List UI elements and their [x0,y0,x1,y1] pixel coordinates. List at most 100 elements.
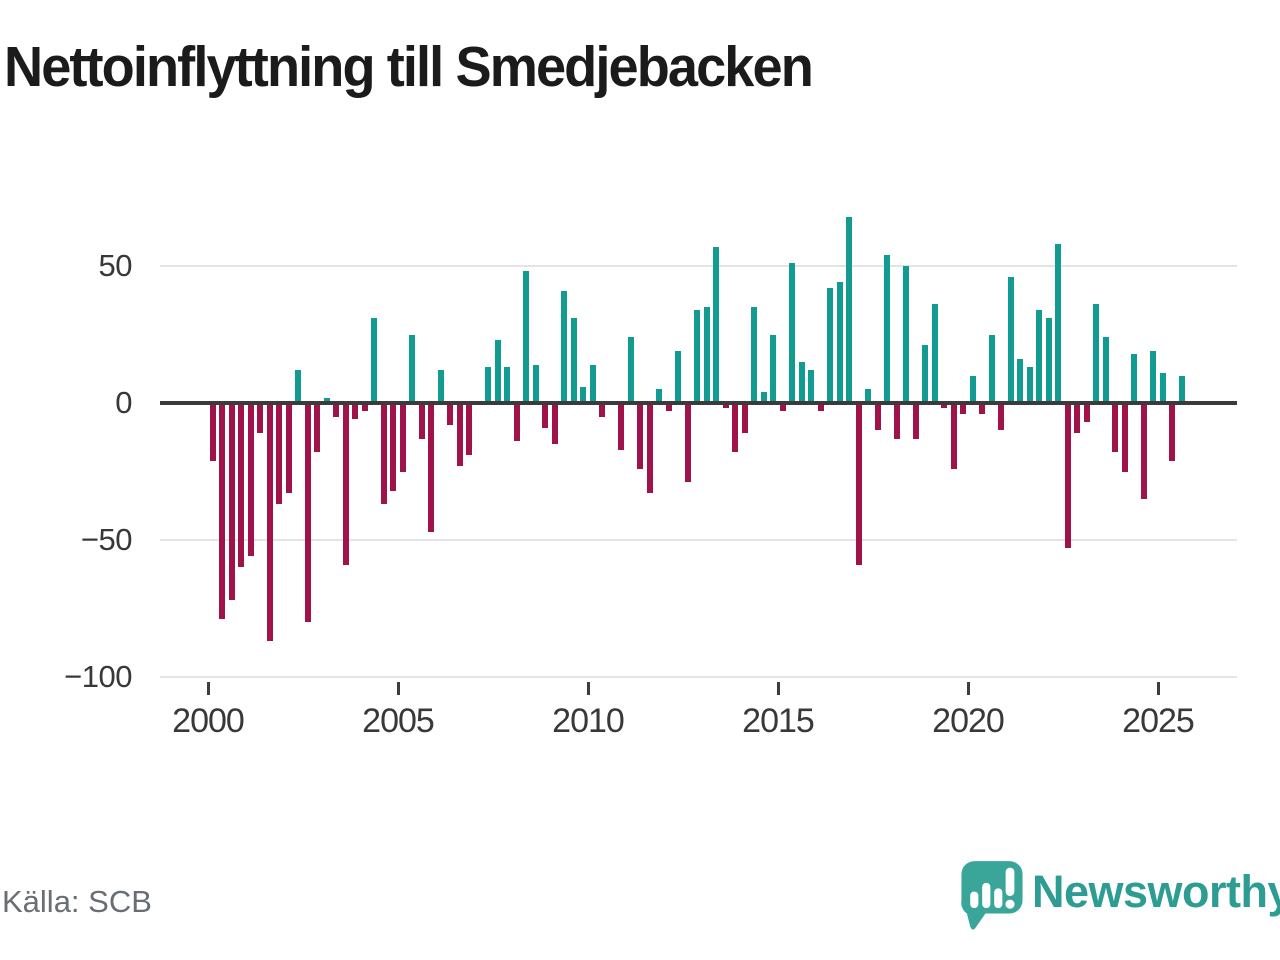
negative-bar [399,403,406,472]
x-axis-tick-label: 2000 [172,702,245,740]
positive-bar [1055,244,1062,403]
negative-bar [941,403,948,409]
positive-bar [1159,372,1166,403]
negative-bar [247,403,254,557]
positive-bar [751,307,758,403]
negative-bar [238,403,245,568]
negative-bar [1121,403,1128,472]
x-axis-tick-label: 2015 [742,702,815,740]
positive-bar [770,334,777,403]
negative-bar [646,403,653,494]
positive-bar [589,364,596,403]
positive-bar [675,350,682,403]
negative-bar [893,403,900,439]
x-axis-tick [587,682,590,695]
positive-bar [532,364,539,403]
positive-bar [1026,367,1033,403]
positive-bar [1102,337,1109,403]
positive-bar [789,263,796,403]
positive-bar [931,304,938,403]
positive-bar [694,309,701,403]
x-axis-tick [207,682,210,695]
negative-bar [342,403,349,565]
negative-bar [209,403,216,461]
positive-bar [523,271,530,403]
x-axis-tick [967,682,970,695]
positive-bar [988,334,995,403]
negative-bar [266,403,273,642]
positive-bar [903,266,910,403]
y-gridline [160,539,1237,541]
positive-bar [295,370,302,403]
x-axis-tick-label: 2025 [1122,702,1195,740]
zero-axis-line [160,401,1237,405]
positive-bar [1036,309,1043,403]
y-axis-tick-label: −100 [64,659,132,694]
positive-bar [1045,318,1052,403]
negative-bar [418,403,425,439]
positive-bar [836,282,843,403]
positive-bar [884,255,891,403]
negative-bar [1064,403,1071,549]
positive-bar [846,216,853,403]
y-axis-tick-label: 50 [98,248,133,283]
negative-bar [912,403,919,439]
negative-bar [998,403,1005,431]
negative-bar [361,403,368,412]
positive-bar [808,370,815,403]
newsworthy-logo-icon [961,861,1023,930]
positive-bar [969,375,976,403]
negative-bar [456,403,463,467]
positive-bar [561,290,568,403]
negative-bar [1140,403,1147,499]
negative-bar [352,403,359,420]
negative-bar [314,403,321,453]
negative-bar [1169,403,1176,461]
source-label: Källa: SCB [2,884,152,919]
negative-bar [732,403,739,453]
positive-bar [760,392,767,403]
positive-bar [798,361,805,403]
positive-bar [504,367,511,403]
x-axis-tick-label: 2020 [932,702,1005,740]
x-axis-tick [1157,682,1160,695]
negative-bar [276,403,283,505]
negative-bar [219,403,226,620]
x-axis-tick [397,682,400,695]
x-axis-tick-label: 2010 [552,702,625,740]
negative-bar [855,403,862,565]
x-axis-tick [777,682,780,695]
positive-bar [494,339,501,403]
y-axis-tick-label: −50 [80,522,133,557]
negative-bar [447,403,454,425]
negative-bar [228,403,235,601]
positive-bar [713,246,720,403]
newsworthy-branding: Newsworthy [958,860,1280,932]
y-gridline [160,265,1237,267]
positive-bar [580,386,587,403]
positive-bar [323,397,330,403]
negative-bar [390,403,397,491]
negative-bar [950,403,957,469]
negative-bar [304,403,311,623]
newsworthy-wordmark: Newsworthy [1032,866,1280,917]
negative-bar [542,403,549,428]
negative-bar [979,403,986,414]
positive-bar [1150,350,1157,403]
positive-bar [827,287,834,403]
negative-bar [551,403,558,445]
positive-bar [656,389,663,403]
negative-bar [1083,403,1090,423]
positive-bar [1093,304,1100,403]
negative-bar [1074,403,1081,434]
positive-bar [371,318,378,403]
negative-bar [599,403,606,417]
positive-bar [409,334,416,403]
negative-bar [665,403,672,412]
x-axis-tick-label: 2005 [362,702,435,740]
negative-bar [722,403,729,409]
positive-bar [1017,359,1024,403]
negative-bar [1112,403,1119,453]
y-gridline [160,676,1237,678]
